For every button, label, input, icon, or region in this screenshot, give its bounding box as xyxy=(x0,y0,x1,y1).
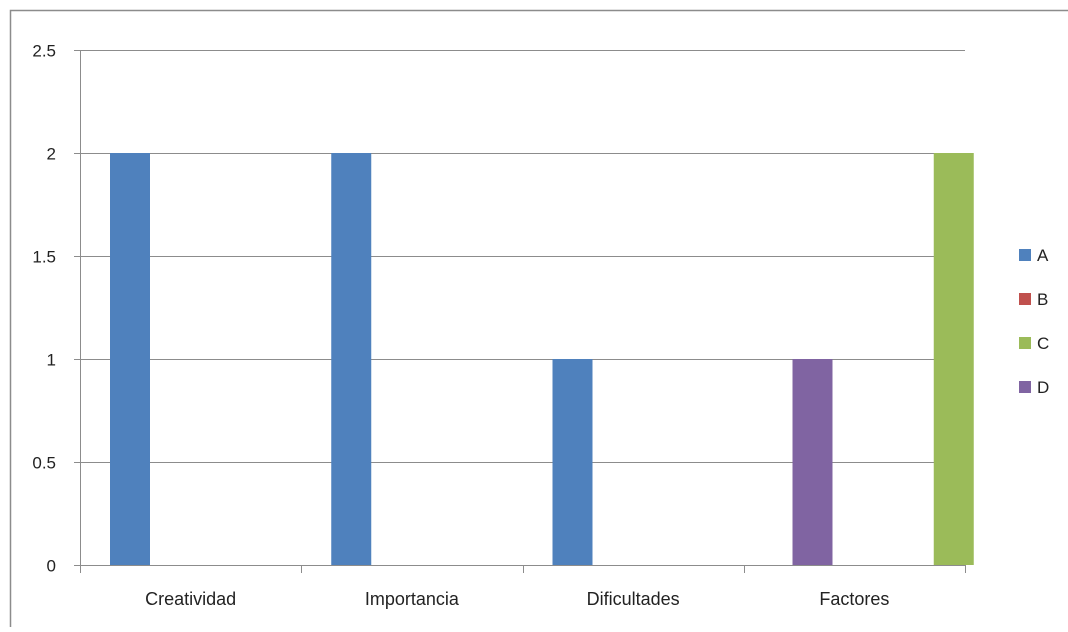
legend-swatch-a xyxy=(1019,249,1031,261)
legend-swatch-c xyxy=(1019,337,1031,349)
legend-label-b: B xyxy=(1037,290,1048,309)
y-tick-label: 0 xyxy=(47,557,56,576)
y-tick-label: 1 xyxy=(47,351,56,370)
bar-a-dificultades xyxy=(553,359,593,565)
bar-c-factores xyxy=(934,153,974,565)
y-tick-label: 2.5 xyxy=(32,42,56,61)
y-tick-label: 0.5 xyxy=(32,454,56,473)
x-category-label: Importancia xyxy=(365,589,460,609)
legend-swatch-b xyxy=(1019,293,1031,305)
legend-label-c: C xyxy=(1037,334,1049,353)
y-tick-label: 2 xyxy=(47,145,56,164)
x-category-label: Factores xyxy=(819,589,889,609)
x-category-label: Dificultades xyxy=(587,589,680,609)
bar-d-dificultades xyxy=(793,359,833,565)
y-tick-label: 1.5 xyxy=(32,248,56,267)
legend-swatch-d xyxy=(1019,381,1031,393)
legend-label-a: A xyxy=(1037,246,1049,265)
bar-a-importancia xyxy=(331,153,371,565)
bar-a-creatividad xyxy=(110,153,150,565)
legend-label-d: D xyxy=(1037,378,1049,397)
x-category-label: Creatividad xyxy=(145,589,236,609)
